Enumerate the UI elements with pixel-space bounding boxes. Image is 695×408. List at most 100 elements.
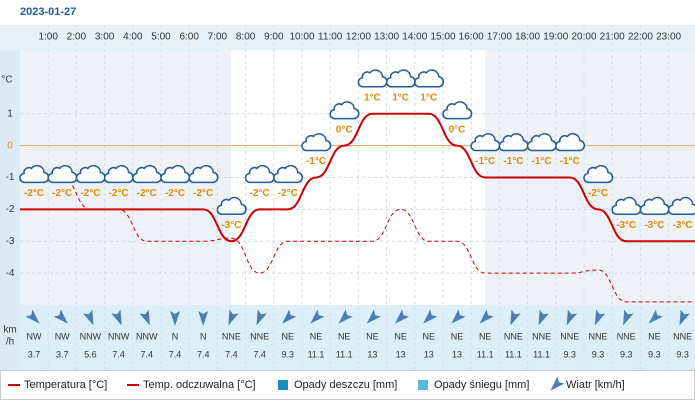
wind-direction: NW	[27, 331, 42, 341]
legend-label: Temp. odczuwalna [°C]	[143, 379, 256, 391]
wind-speed: 7.4	[253, 349, 266, 359]
weather-icon	[413, 69, 445, 88]
hour-label: 16:00	[459, 32, 484, 43]
wind-direction: NNE	[560, 331, 579, 341]
wind-unit: /h	[6, 337, 14, 348]
wind-direction: NE	[366, 331, 379, 341]
wind-speed: 13	[452, 349, 462, 359]
temperature-line	[20, 112, 695, 243]
cloud	[413, 69, 445, 88]
wind-speed: 9.3	[282, 349, 295, 359]
hour-label: 18:00	[515, 32, 540, 43]
wind-arrow	[648, 309, 663, 324]
wind-direction: NE	[451, 331, 464, 341]
hour-label: 5:00	[151, 32, 171, 43]
hour-label: 20:00	[571, 32, 596, 43]
hour-label: 23:00	[656, 32, 681, 43]
y-tick-label: -4	[6, 268, 15, 279]
wind-speed: 7.4	[112, 349, 125, 359]
hour-label: 4:00	[123, 32, 143, 43]
hour-label: 10:00	[289, 32, 314, 43]
wind-arrow	[83, 309, 94, 326]
wind-speed: 7.4	[141, 349, 154, 359]
temp-label: -3°C	[616, 220, 636, 231]
wind-speed: 9.3	[648, 349, 661, 359]
weather-icon	[554, 133, 586, 152]
wind-arrow	[594, 309, 606, 326]
cloud	[216, 196, 247, 216]
wind-arrow	[198, 311, 209, 326]
wind-speed: 13	[424, 349, 434, 359]
hour-label: 17:00	[487, 32, 512, 43]
temp-label: -3°C	[673, 220, 693, 231]
wind-arrow	[623, 309, 634, 326]
wind-arrow	[111, 309, 122, 326]
cloud	[583, 164, 614, 184]
weather-icon	[272, 164, 304, 184]
wind-direction: NE	[423, 331, 436, 341]
temp-label: -3°C	[221, 220, 241, 231]
y-tick-label: -2	[6, 204, 15, 215]
wind-speed: 11.1	[533, 349, 550, 359]
legend-label: Temperatura [°C]	[24, 379, 107, 391]
wind-direction: NNW	[108, 331, 130, 341]
wind-speed: 11.1	[336, 349, 353, 359]
temp-label: -2°C	[137, 188, 157, 199]
wind-arrow	[366, 309, 381, 324]
weather-icon	[442, 101, 473, 120]
legend-swatch	[550, 376, 565, 391]
weather-icon	[188, 164, 219, 184]
hour-label: 9:00	[264, 32, 284, 43]
y-tick-label: -3	[6, 236, 15, 247]
hour-label: 8:00	[236, 32, 256, 43]
y-tick-label: -1	[6, 172, 15, 183]
hour-label: 2:00	[67, 32, 87, 43]
legend-swatch	[418, 380, 428, 390]
wind-speed: 11.1	[308, 349, 325, 359]
wind-arrow	[282, 309, 297, 324]
wind-arrow	[679, 309, 690, 326]
wind-speed: 9.3	[564, 349, 577, 359]
temp-label: -2°C	[24, 188, 44, 199]
wind-speed: 11.1	[477, 349, 494, 359]
wind-direction: NW	[55, 331, 70, 341]
wind-direction: NE	[282, 331, 295, 341]
weather-icon	[329, 101, 360, 120]
temp-label: -2°C	[165, 188, 185, 199]
wind-arrow	[256, 309, 267, 326]
wind-direction: NE	[648, 331, 661, 341]
temp-label: -2°C	[250, 188, 270, 199]
hour-label: 1:00	[38, 32, 58, 43]
y-tick-label: 1	[7, 108, 13, 119]
wind-direction: NNE	[250, 331, 269, 341]
wind-speed: 13	[396, 349, 406, 359]
cloud	[667, 196, 695, 216]
wind-unit: km	[3, 325, 16, 336]
wind-arrow	[53, 309, 68, 324]
temp-label: 1°C	[364, 92, 381, 103]
wind-arrow	[338, 309, 353, 324]
legend-label: Wiatr [km/h]	[566, 379, 625, 391]
hour-label: 21:00	[600, 32, 625, 43]
temp-label: 1°C	[420, 92, 437, 103]
wind-speed: 3.7	[56, 349, 69, 359]
temp-label: -2°C	[193, 188, 213, 199]
legend-label: Opady deszczu [mm]	[294, 379, 397, 391]
wind-speed: 9.3	[592, 349, 605, 359]
temp-label: -1°C	[503, 156, 523, 167]
wind-direction: NE	[479, 331, 492, 341]
wind-arrow	[510, 309, 521, 326]
axis-column	[0, 50, 20, 370]
temp-label: -1°C	[560, 156, 580, 167]
wind-speed: 13	[367, 349, 377, 359]
hour-label: 11:00	[318, 32, 343, 43]
cloud	[301, 133, 332, 152]
hour-label: 6:00	[179, 32, 199, 43]
hour-label: 19:00	[543, 32, 568, 43]
temp-label: -1°C	[532, 156, 552, 167]
date-title: 2023-01-27	[20, 6, 76, 18]
weather-icon	[583, 164, 614, 184]
wind-direction: NNE	[532, 331, 551, 341]
wind-direction: N	[200, 331, 207, 341]
